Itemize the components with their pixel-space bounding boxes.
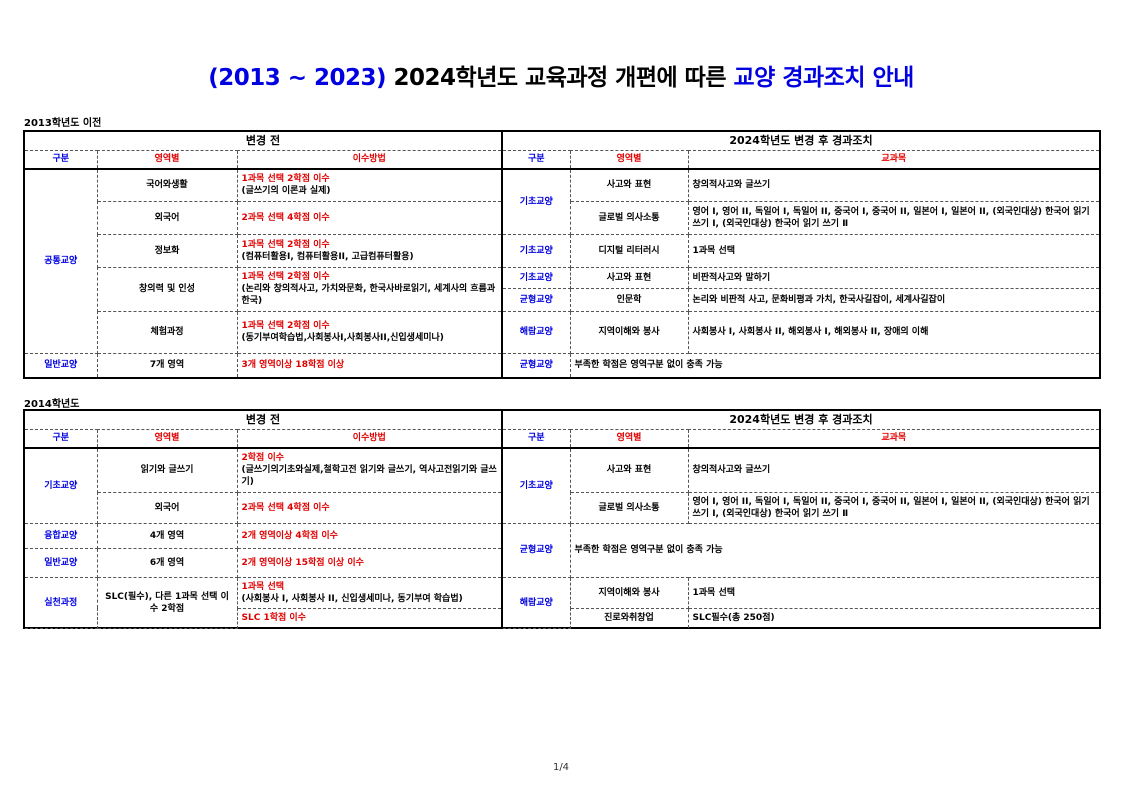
table-row: 체험과정 1과목 선택 2학점 이수 (동기부여학습법,사회봉사I,사회봉사II,신… — [25, 310, 502, 354]
table-row: 융합교양 4개 영역 2개 영역이상 4학점 이수 — [25, 522, 502, 549]
table-row: 균형교양 부족한 학점은 영역구분 없이 충족 가능 — [503, 522, 1099, 578]
table-row: 균형교양 부족한 학점은 영역구분 없이 충족 가능 — [503, 352, 1099, 377]
table-row: 외국어 2과목 선택 4학점 이수 — [25, 200, 502, 235]
before-table: 변경 전 구분 영역별 이수방법 기초교양 읽기와 글쓰기 2학점 이수 (글쓰기의기초와… — [25, 411, 503, 629]
table-row: 기초교양 사고와 표현 비판적사고와 말하기 — [503, 266, 1099, 289]
table-row: 기초교양 사고와 표현 창의적사고와 글쓰기 — [503, 447, 1099, 524]
table-row: 기초교양 디지털 리터러시 1과목 선택 — [503, 233, 1099, 268]
table-row: 공통교양 국어와생활 1과목 선택 2학점 이수 (글쓰기의 이론과 실제) — [25, 168, 502, 354]
table-row: 진로와취창업 SLC필수(총 250점) — [503, 607, 1099, 628]
table-row: 해람교양 지역이해와 봉사 1과목 선택 — [503, 576, 1099, 629]
table-row: 글로벌 의사소통 영어 I, 영어 II, 독일어 I, 독일어 II, 중국어 … — [503, 491, 1099, 524]
table-row: 실천과정 SLC(필수), 다른 1과목 선택 이수 2학점 1과목 선택 (사회봉사… — [25, 576, 502, 629]
table-2014: 변경 전 구분 영역별 이수방법 기초교양 읽기와 글쓰기 2학점 이수 (글쓰기의기초와… — [23, 409, 1101, 629]
table-2013: 변경 전 구분 영역별 이수방법 공통교양 국어와생활 1과목 선택 2학점 이수 (글쓰… — [23, 130, 1101, 379]
table-row: 창의력 및 인성 1과목 선택 2학점 이수 (논리와 창의적사고, 가치와문화, … — [25, 266, 502, 312]
table-row: 기초교양 읽기와 글쓰기 2학점 이수 (글쓰기의기초와실제,철학고전 읽기와 글쓰기… — [25, 447, 502, 524]
table-row: 정보화 1과목 선택 2학점 이수 (컴퓨터활용I, 컴퓨터활용II, 고급컴퓨터활… — [25, 233, 502, 268]
table-row: 일반교양 6개 영역 2개 영역이상 15학점 이상 이수 — [25, 547, 502, 578]
before-table: 변경 전 구분 영역별 이수방법 공통교양 국어와생활 1과목 선택 2학점 이수 (글쓰… — [25, 132, 503, 377]
table-row: SLC 1학점 이수 — [25, 607, 502, 628]
table-row: 해람교양 지역이해와 봉사 사회봉사 I, 사회봉사 II, 해외봉사 I, 해외봉… — [503, 310, 1099, 354]
table-row: 균형교양 인문학 논리와 비판적 사고, 문화비평과 가치, 한국사길잡이, 세계사… — [503, 287, 1099, 312]
after-table: 2024학년도 변경 후 경과조치 구분 영역별 교과목 기초교양 사고와 표현 창의적… — [503, 411, 1099, 629]
table-row: 글로벌 의사소통 영어 I, 영어 II, 독일어 I, 독일어 II, 중국어 … — [503, 200, 1099, 235]
page-number: 1/4 — [552, 762, 570, 773]
after-table: 2024학년도 변경 후 경과조치 구분 영역별 교과목 기초교양 사고와 표현 창의적… — [503, 132, 1099, 377]
table-row: 외국어 2과목 선택 4학점 이수 — [25, 491, 502, 524]
table-row: 일반교양 7개 영역 3개 영역이상 18학점 이상 — [25, 352, 502, 377]
table-row: 기초교양 사고와 표현 창의적사고와 글쓰기 — [503, 168, 1099, 235]
section-label-2013: 2013학년도 이전 — [24, 118, 102, 129]
page-title: (2013 ~ 2023) 2024학년도 교육과정 개편에 따른 교양 경과조… — [208, 65, 914, 91]
section-label-2014: 2014학년도 — [24, 399, 80, 410]
